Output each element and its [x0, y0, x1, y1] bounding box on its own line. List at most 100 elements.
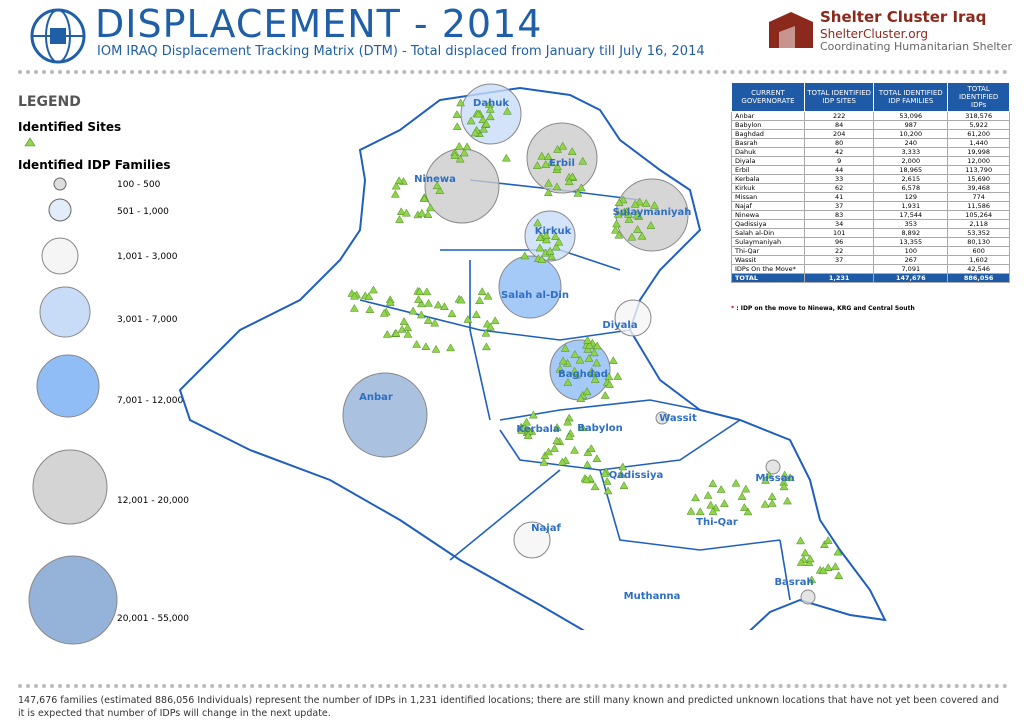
- table-cell: Ninewa: [730, 210, 806, 220]
- site-marker: [807, 575, 817, 584]
- site-marker: [452, 122, 462, 130]
- table-row: Ninewa 83 17,544 105,264: [730, 210, 1010, 220]
- table-cell: 39,468: [947, 183, 1010, 193]
- site-marker: [590, 375, 600, 383]
- site-marker: [616, 470, 626, 478]
- site-marker: [632, 210, 642, 219]
- table-cell: 267: [873, 255, 949, 265]
- map: Dahuk Erbil Ninewa Sulaymaniyah Kirkuk Salah …: [178, 83, 887, 630]
- governorate-label: Baghdad: [558, 369, 608, 380]
- column-header: CURRENT GOVERNORATE: [730, 82, 806, 112]
- site-marker: [551, 232, 560, 240]
- site-marker: [800, 548, 810, 557]
- site-marker: [395, 215, 404, 223]
- table-row: Qadissiya 34 353 2,118: [730, 219, 1010, 229]
- site-marker: [613, 372, 623, 380]
- site-marker: [502, 106, 512, 115]
- table-cell: 1,931: [873, 201, 949, 211]
- site-marker: [399, 317, 409, 325]
- site-marker: [719, 499, 729, 507]
- site-marker: [570, 366, 579, 375]
- site-marker: [486, 322, 495, 331]
- site-marker: [477, 287, 487, 295]
- site-marker: [532, 161, 542, 169]
- table-cell: Erbil: [730, 165, 806, 175]
- table-cell: 240: [873, 138, 949, 148]
- legend-class: 501 - 1,000: [117, 207, 169, 217]
- site-marker: [408, 306, 418, 315]
- site-marker: [475, 296, 485, 304]
- site-marker: [605, 380, 614, 388]
- table-cell: 96: [804, 237, 875, 247]
- family-circle: [513, 521, 551, 559]
- table-cell: 105,264: [947, 210, 1010, 220]
- table-cell: 113,790: [947, 165, 1010, 175]
- table-cell: 22: [804, 246, 875, 256]
- site-marker: [691, 493, 700, 502]
- family-circle: [614, 299, 652, 337]
- site-marker: [627, 232, 637, 241]
- site-marker: [820, 540, 829, 549]
- governorate-label: Erbil: [549, 158, 575, 169]
- site-marker: [570, 445, 579, 454]
- table-cell: 2,118: [947, 219, 1010, 229]
- site-marker: [646, 221, 656, 229]
- divider: [18, 70, 1008, 74]
- site-marker: [764, 470, 774, 479]
- site-marker: [537, 255, 547, 263]
- table-cell: Qadissiya: [730, 219, 806, 229]
- site-marker: [391, 328, 401, 337]
- governorate-label: Basrah: [774, 577, 813, 588]
- governorate-border: [449, 469, 561, 561]
- title: DISPLACEMENT - 2014: [95, 2, 543, 46]
- site-marker: [450, 151, 460, 159]
- table-cell: Baghdad: [730, 129, 806, 139]
- table-cell: 2,615: [873, 174, 949, 184]
- site-marker: [708, 507, 718, 515]
- site-marker: [567, 147, 577, 155]
- site-marker: [490, 316, 500, 325]
- table-cell: 33: [804, 174, 875, 184]
- site-marker: [582, 387, 592, 396]
- org-site: ShelterCluster.org: [820, 27, 928, 41]
- legend-sites: Identified Sites: [18, 120, 122, 134]
- column-header: TOTAL IDENTIFIED IDP SITES: [804, 82, 875, 112]
- table-cell: 19,998: [947, 147, 1010, 157]
- site-marker: [602, 476, 612, 485]
- site-marker: [578, 423, 587, 432]
- site-marker: [454, 141, 464, 150]
- legend-class: 100 - 500: [117, 180, 161, 190]
- table-row: Anbar 222 53,096 318,576: [730, 111, 1010, 121]
- site-marker: [570, 350, 580, 358]
- table-cell: 53,352: [947, 228, 1010, 238]
- table-cell: IDPs On the Move*: [730, 264, 806, 274]
- governorate-label: Diyala: [602, 320, 637, 331]
- site-marker: [416, 310, 426, 319]
- site-marker: [584, 354, 594, 362]
- governorate-label: Missan: [755, 473, 794, 484]
- governorate-label: Anbar: [359, 392, 393, 403]
- site-marker: [479, 124, 489, 133]
- table-cell: 84: [804, 120, 875, 130]
- legend-families: Identified IDP Families: [18, 158, 171, 172]
- governorate-label: Wassit: [659, 413, 697, 424]
- site-marker: [545, 246, 555, 255]
- table-row: Erbil 44 18,965 113,790: [730, 165, 1010, 175]
- site-marker: [520, 251, 530, 260]
- subtitle: IOM IRAQ Displacement Tracking Matrix (D…: [97, 44, 705, 59]
- table-cell: Kirkuk: [730, 183, 806, 193]
- site-marker: [462, 142, 472, 151]
- column-header: TOTAL IDENTIFIED IDP FAMILIES: [873, 82, 949, 112]
- site-marker: [463, 315, 473, 323]
- site-marker: [708, 479, 718, 487]
- family-circle: [526, 122, 598, 194]
- site-marker: [614, 230, 624, 239]
- site-marker: [592, 454, 602, 462]
- site-marker: [421, 342, 431, 351]
- table-row: Salah al-Din 101 8,892 53,352: [730, 228, 1010, 238]
- site-marker: [552, 436, 562, 445]
- governorate-label: Qadissiya: [609, 470, 663, 481]
- site-marker: [618, 462, 628, 471]
- table-cell: 62: [804, 183, 875, 193]
